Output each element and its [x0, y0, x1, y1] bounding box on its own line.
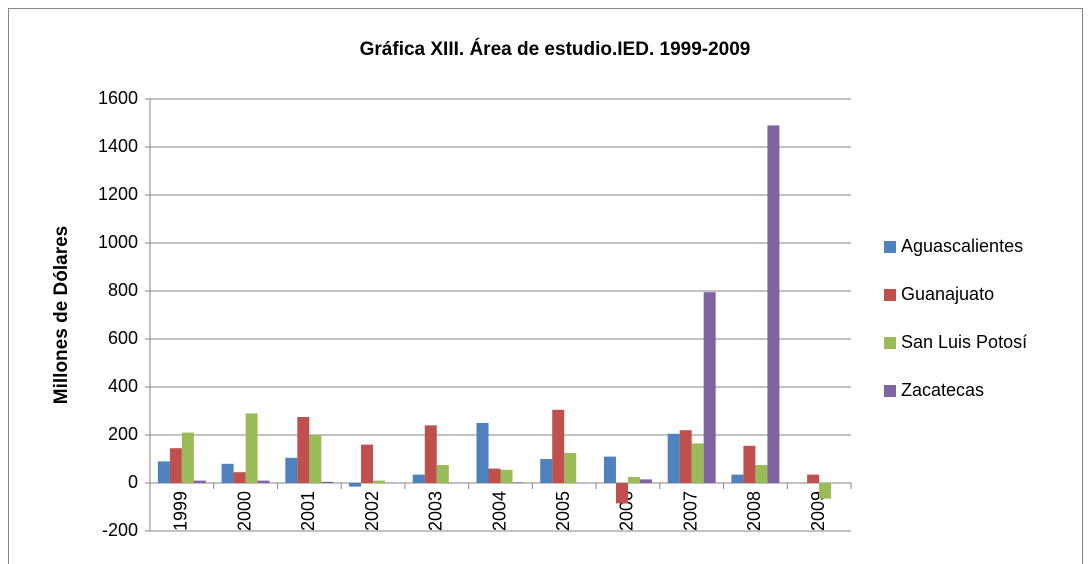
x-tick-label: 2002: [362, 491, 382, 531]
bar: [476, 423, 489, 483]
x-tick-label: 2007: [680, 491, 700, 531]
bar: [373, 480, 386, 483]
bar: [169, 448, 182, 483]
legend-label: Zacatecas: [901, 380, 984, 400]
bar: [193, 480, 206, 483]
bar: [285, 457, 298, 483]
legend-swatch: [884, 337, 896, 349]
legend-swatch: [884, 241, 896, 253]
bar: [349, 483, 362, 487]
y-tick-label: 200: [108, 424, 138, 444]
x-tick-label: 2005: [553, 491, 573, 531]
bar: [257, 480, 270, 483]
bar: [691, 443, 704, 483]
y-tick-label: -200: [102, 520, 138, 540]
bar: [564, 453, 577, 483]
y-tick-label: 1200: [98, 184, 138, 204]
bar: [157, 461, 170, 483]
bar: [181, 432, 194, 483]
bar: [767, 125, 780, 484]
bar: [639, 479, 652, 483]
bar: [424, 425, 437, 483]
y-tick-label: 600: [108, 328, 138, 348]
y-tick-label: 1000: [98, 232, 138, 252]
legend-label: Guanajuato: [901, 284, 994, 304]
y-tick-label: 400: [108, 376, 138, 396]
bar: [500, 469, 513, 483]
bar: [309, 435, 322, 483]
x-tick-label: 2008: [744, 491, 764, 531]
chart-title: Gráfica XIII. Área de estudio.IED. 1999-…: [360, 38, 751, 60]
y-tick-label: 800: [108, 280, 138, 300]
bar: [603, 456, 616, 483]
bar: [679, 430, 692, 483]
bar: [731, 474, 744, 483]
legend-label: Aguascalientes: [901, 236, 1023, 256]
x-tick-label: 2001: [298, 491, 318, 531]
bar: [743, 445, 756, 483]
x-tick-label: 2009: [808, 491, 828, 531]
x-tick-label: 2003: [426, 491, 446, 531]
x-tick-label: 2000: [234, 491, 254, 531]
y-tick-label: 1400: [98, 136, 138, 156]
bar: [412, 474, 425, 483]
bar: [627, 477, 640, 483]
x-tick-label: 1999: [171, 491, 191, 531]
bar: [615, 483, 628, 504]
bar: [807, 474, 820, 483]
bar: [512, 482, 525, 483]
bar: [221, 463, 234, 483]
bar: [297, 417, 310, 483]
bar: [488, 468, 501, 483]
y-tick-label: 0: [128, 472, 138, 492]
bar: [245, 413, 258, 483]
bar: [540, 459, 553, 483]
bar: [436, 465, 449, 483]
bar: [233, 472, 246, 483]
bar: [321, 481, 334, 483]
y-axis-title: Millones de Dólares: [51, 226, 72, 404]
y-tick-label: 1600: [98, 88, 138, 108]
legend-swatch: [884, 385, 896, 397]
legend-label: San Luis Potosí: [901, 332, 1027, 352]
bar: [755, 465, 768, 483]
bar: [703, 292, 716, 483]
x-tick-label: 2004: [489, 491, 509, 531]
bar: [667, 433, 680, 483]
bar: [552, 409, 565, 483]
bar: [361, 444, 374, 483]
legend-swatch: [884, 289, 896, 301]
bar: [819, 483, 832, 499]
